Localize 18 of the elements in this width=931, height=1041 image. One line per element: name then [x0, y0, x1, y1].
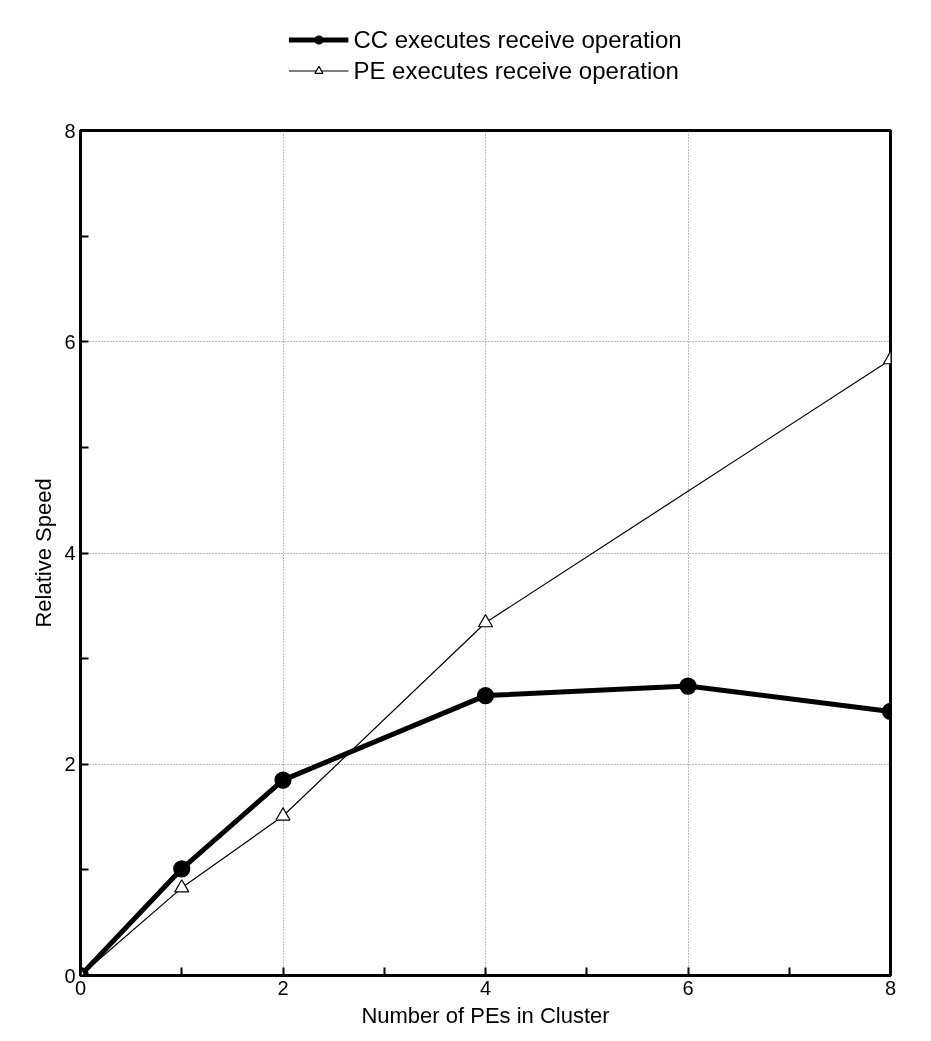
y-axis-title: Relative Speed [31, 478, 57, 628]
y-tick-label: 8 [64, 119, 76, 142]
legend-label: CC executes receive operation [353, 25, 682, 54]
point [275, 807, 291, 821]
y-tick-label: 6 [64, 330, 76, 353]
y-tick-label: 4 [64, 542, 76, 564]
x-tick-label: 2 [277, 976, 289, 999]
x-axis-title: Number of PEs in Cluster [361, 1002, 610, 1028]
point [476, 687, 495, 705]
point [274, 771, 292, 789]
x-tick-label: 6 [682, 976, 694, 999]
point [173, 860, 191, 878]
x-tick-label: 8 [884, 976, 897, 999]
point [174, 879, 190, 893]
legend-label: PE executes receive operation [353, 56, 679, 85]
x-tick-label: 4 [479, 976, 492, 999]
y-tick-label: 2 [64, 753, 76, 776]
point [477, 614, 494, 628]
